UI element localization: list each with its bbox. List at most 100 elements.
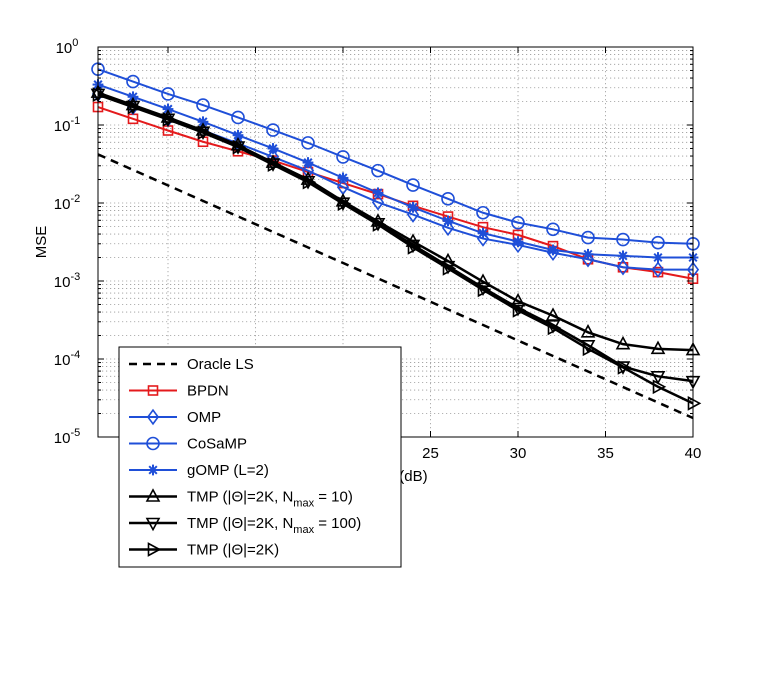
y-tick-label: 10-4 bbox=[54, 349, 80, 369]
data-point bbox=[546, 222, 560, 237]
data-point bbox=[651, 235, 665, 250]
data-point-stroke bbox=[618, 251, 628, 261]
data-point-stroke bbox=[653, 252, 663, 263]
x-tick-label: 30 bbox=[510, 445, 527, 462]
data-point-stroke bbox=[373, 188, 383, 198]
data-point bbox=[267, 143, 279, 154]
y-tick-label: 10-3 bbox=[54, 271, 80, 291]
x-tick-label: 25 bbox=[422, 445, 439, 462]
legend-entry: OMP bbox=[129, 408, 221, 426]
data-point bbox=[267, 157, 282, 173]
data-point bbox=[477, 282, 492, 298]
data-point bbox=[92, 87, 107, 102]
data-point bbox=[127, 99, 142, 115]
data-point bbox=[582, 248, 594, 260]
data-point bbox=[146, 408, 160, 426]
data-point bbox=[336, 150, 350, 164]
data-point bbox=[441, 192, 455, 206]
data-point-stroke bbox=[303, 158, 313, 168]
legend-entry: Oracle LS bbox=[129, 356, 254, 373]
legend: Oracle LS BPDN OMP CoSaMP gOMP (L=2) TMP (|Θ|… bbox=[118, 346, 402, 568]
data-point bbox=[196, 98, 210, 112]
data-point-stroke bbox=[443, 216, 453, 226]
legend-box bbox=[118, 346, 402, 568]
data-point bbox=[512, 236, 524, 247]
data-point-stroke bbox=[128, 92, 138, 102]
data-point bbox=[512, 303, 527, 318]
legend-label: BPDN bbox=[187, 383, 229, 400]
data-point bbox=[406, 206, 420, 223]
data-point bbox=[510, 292, 526, 307]
series-layer bbox=[90, 62, 702, 420]
data-point bbox=[372, 217, 387, 232]
data-point bbox=[232, 139, 247, 155]
legend-entry: TMP (|Θ|=2K) bbox=[129, 542, 279, 559]
data-point bbox=[407, 201, 419, 213]
legend-label: CoSaMP bbox=[187, 436, 247, 453]
series-line bbox=[97, 153, 694, 420]
data-point bbox=[371, 194, 385, 211]
legend-label: TMP (|Θ|=2K, Nmax = 10) bbox=[187, 489, 353, 510]
data-point bbox=[127, 91, 139, 103]
data-point bbox=[547, 320, 562, 336]
series-gomp-l-2 bbox=[92, 79, 699, 263]
data-point bbox=[301, 136, 315, 150]
data-point bbox=[615, 361, 631, 375]
legend-entry: TMP (|Θ|=2K, Nmax = 100) bbox=[129, 515, 361, 536]
data-point-stroke bbox=[233, 130, 243, 140]
data-point bbox=[651, 261, 665, 278]
data-point bbox=[160, 109, 176, 123]
data-point bbox=[687, 396, 702, 411]
data-point bbox=[302, 174, 317, 190]
y-tick-label: 10-1 bbox=[54, 115, 80, 135]
series-tmp-2k bbox=[92, 87, 702, 411]
data-point-stroke bbox=[163, 104, 173, 114]
data-point-stroke bbox=[513, 237, 523, 247]
data-point bbox=[372, 187, 384, 199]
legend-label: TMP (|Θ|=2K) bbox=[187, 542, 279, 559]
data-point bbox=[161, 87, 175, 101]
legend-label: TMP (|Θ|=2K, Nmax = 100) bbox=[187, 515, 361, 536]
data-point bbox=[231, 110, 245, 125]
data-point bbox=[147, 385, 159, 396]
data-point-stroke bbox=[583, 249, 593, 259]
data-point bbox=[300, 175, 316, 190]
data-point bbox=[616, 232, 630, 247]
data-point-stroke bbox=[548, 245, 558, 255]
data-point-stroke bbox=[198, 117, 208, 127]
series-oracle-ls bbox=[97, 153, 694, 420]
legend-label: OMP bbox=[187, 409, 221, 426]
y-tick-label: 10-5 bbox=[54, 427, 80, 447]
data-point bbox=[617, 360, 632, 375]
y-tick-label: 100 bbox=[56, 37, 79, 57]
data-point bbox=[337, 172, 349, 184]
data-point-stroke bbox=[408, 202, 418, 212]
legend-entry: CoSaMP bbox=[129, 436, 247, 453]
data-point bbox=[371, 163, 385, 178]
data-point bbox=[162, 112, 177, 127]
legend-entry: TMP (|Θ|=2K, Nmax = 10) bbox=[129, 488, 353, 510]
data-point bbox=[582, 341, 597, 357]
data-point bbox=[511, 215, 525, 230]
data-point bbox=[335, 197, 351, 211]
data-point bbox=[650, 371, 666, 385]
data-point bbox=[476, 205, 490, 220]
data-point-stroke bbox=[148, 465, 158, 475]
legend-entry: gOMP (L=2) bbox=[129, 462, 269, 479]
series-line bbox=[97, 83, 693, 259]
data-point bbox=[162, 103, 174, 115]
data-point bbox=[146, 436, 160, 451]
data-point bbox=[147, 542, 162, 557]
data-point bbox=[615, 335, 631, 350]
data-point bbox=[616, 259, 630, 276]
legend-label: gOMP (L=2) bbox=[187, 462, 269, 479]
y-axis-label: MSE bbox=[33, 226, 50, 259]
data-point-stroke bbox=[478, 228, 488, 238]
data-point bbox=[652, 252, 664, 263]
data-point bbox=[406, 178, 420, 192]
data-point bbox=[652, 379, 667, 395]
data-point bbox=[145, 488, 161, 502]
y-tick-label: 10-2 bbox=[54, 193, 80, 213]
